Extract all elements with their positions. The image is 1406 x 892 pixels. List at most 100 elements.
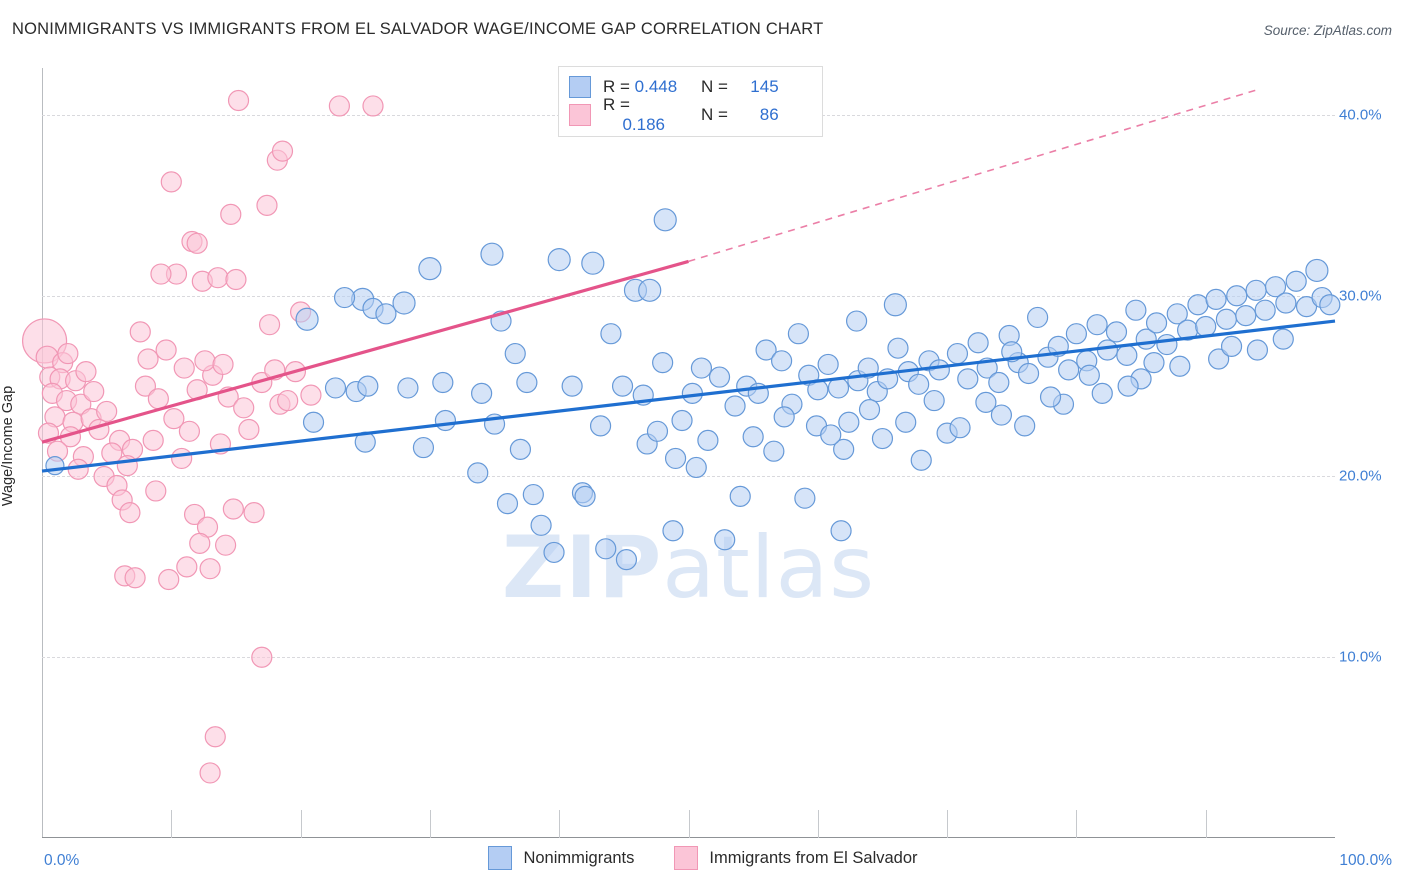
scatter-point — [990, 404, 1013, 426]
scatter-point — [271, 140, 294, 162]
x-tick — [688, 810, 690, 838]
scatter-point — [1245, 279, 1267, 301]
x-tick — [429, 810, 431, 838]
scatter-point — [233, 397, 255, 419]
scatter-point — [1305, 258, 1329, 283]
scatter-point — [150, 263, 172, 285]
scatter-point — [1156, 333, 1178, 356]
scatter-point — [845, 310, 868, 332]
scatter-point — [957, 368, 979, 390]
scatter-point — [671, 409, 693, 432]
scatter-point — [1187, 294, 1209, 316]
scatter-point — [1272, 328, 1294, 350]
series-points-immigrants — [21, 89, 384, 784]
scatter-point — [830, 520, 852, 542]
scatter-point — [838, 411, 860, 433]
plot-area: 10.0% 20.0% 30.0% 40.0% ZIPatlas — [21, 68, 1382, 838]
n-value-blue: 145 — [750, 77, 779, 96]
scatter-point — [547, 247, 571, 272]
scatter-point — [1254, 299, 1276, 321]
scatter-point — [222, 498, 244, 520]
scatter-point — [1086, 314, 1108, 336]
scatter-point — [375, 303, 397, 325]
scatter-point — [227, 89, 250, 112]
gridline-200 — [42, 476, 1335, 478]
scatter-point — [215, 534, 237, 556]
scatter-point — [1226, 285, 1248, 307]
legend-item-immigrants[interactable]: Immigrants from El Salvador — [674, 846, 918, 870]
gridline-100 — [42, 657, 1335, 659]
scatter-point — [171, 447, 193, 470]
scatter-point — [611, 375, 634, 397]
scatter-point — [1078, 364, 1100, 386]
scatter-point — [949, 417, 971, 439]
scatter-point — [204, 726, 226, 748]
scatter-point — [1264, 276, 1287, 298]
scatter-point — [858, 399, 881, 421]
legend-swatch-immigrants — [674, 846, 699, 870]
r-label-pink: R = 0.186 — [603, 95, 695, 135]
scatter-point — [895, 411, 917, 433]
scatter-point — [1275, 292, 1297, 314]
scatter-point — [1058, 359, 1080, 381]
trendline-immigrants — [41, 259, 689, 444]
scatter-point — [119, 502, 141, 524]
scatter-point — [729, 485, 751, 507]
scatter-point — [163, 408, 185, 430]
scatter-point — [561, 375, 583, 397]
scatter-point — [480, 242, 504, 266]
scatter-point — [357, 375, 379, 397]
scatter-point — [1116, 344, 1138, 366]
scatter-point — [1205, 288, 1227, 310]
scatter-point — [45, 456, 65, 476]
scatter-point — [1027, 306, 1049, 329]
x-tick — [559, 810, 561, 838]
scatter-point — [256, 194, 278, 216]
scatter-point — [600, 323, 622, 345]
source-attribution: Source: ZipAtlas.com — [1263, 23, 1392, 38]
x-tick — [947, 810, 949, 838]
scatter-point — [833, 438, 855, 460]
scatter-point — [742, 426, 764, 448]
scatter-point — [176, 556, 198, 578]
scatter-point — [134, 375, 157, 397]
scatter-point — [988, 371, 1010, 394]
scatter-point — [412, 436, 435, 459]
n-label-pink: N = 86 — [701, 105, 779, 125]
scatter-point — [1215, 308, 1237, 330]
trendline-nonimmigrants — [41, 319, 1336, 473]
scatter-point — [324, 377, 347, 399]
y-axis-line — [42, 68, 43, 838]
scatter-point — [794, 487, 816, 509]
scatter-point — [653, 208, 677, 232]
scatter-point — [1145, 312, 1168, 334]
page-title: NONIMMIGRANTS VS IMMIGRANTS FROM EL SALV… — [12, 20, 824, 38]
scatter-point — [471, 382, 493, 404]
y-tick-label: 10.0% — [1339, 648, 1382, 666]
scatter-point — [967, 332, 989, 354]
scatter-point — [1105, 321, 1128, 343]
scatter-point — [581, 251, 605, 275]
x-tick — [1205, 810, 1207, 838]
scatter-point — [467, 462, 489, 484]
scatter-point — [1096, 339, 1119, 361]
gridline-300 — [42, 295, 1335, 297]
legend-label-immigrants: Immigrants from El Salvador — [709, 848, 918, 867]
scatter-point — [887, 337, 909, 359]
scatter-point — [1091, 382, 1113, 404]
scatter-point — [328, 95, 350, 117]
trendline-immigrants-extension — [688, 88, 1258, 263]
scatter-point — [137, 348, 159, 370]
scatter-point — [392, 291, 416, 315]
scatter-point — [277, 389, 299, 412]
y-tick-label: 20.0% — [1339, 467, 1382, 485]
n-label-blue: N = 145 — [701, 77, 779, 97]
scatter-point — [975, 391, 997, 413]
scatter-point — [1143, 352, 1165, 374]
scatter-point — [516, 371, 538, 394]
scatter-point — [238, 418, 260, 441]
scatter-point — [178, 420, 201, 442]
x-tick — [300, 810, 302, 838]
scatter-point — [333, 286, 356, 309]
legend-item-nonimmigrants[interactable]: Nonimmigrants — [488, 846, 634, 870]
